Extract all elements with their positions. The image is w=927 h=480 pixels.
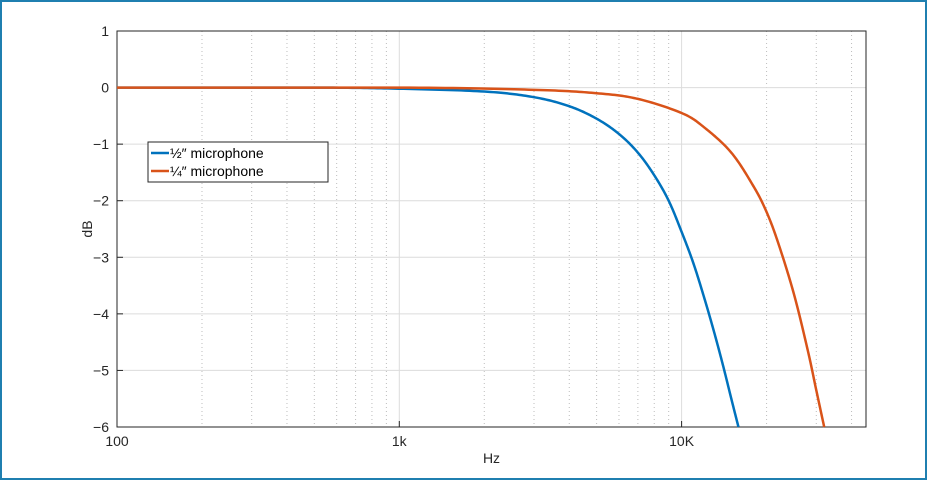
x-tick-label: 1k (392, 433, 408, 449)
series-line-0 (117, 86, 740, 428)
y-tick-label: −2 (93, 193, 109, 209)
plot-area (116, 30, 867, 428)
x-tick-label: 10K (669, 433, 695, 449)
y-axis-label: dB (79, 220, 95, 237)
legend-box (147, 141, 329, 183)
y-tick-label: −6 (93, 419, 109, 435)
y-tick-label: −3 (93, 249, 109, 265)
legend-label-quarter-inch: ¼″ microphone (170, 163, 264, 179)
series-group (117, 86, 826, 428)
y-axis: 1 0 −1 −2 −3 −4 −5 −6 (93, 23, 123, 435)
y-tick-label: −1 (93, 136, 109, 152)
x-axis: 100 1k 10K (105, 421, 695, 449)
legend-label-half-inch: ½″ microphone (170, 145, 264, 161)
y-tick-label: −5 (93, 362, 109, 378)
legend: ½″ microphone ¼″ microphone (147, 141, 329, 183)
x-axis-label: Hz (483, 450, 500, 466)
y-tick-label: 1 (101, 23, 109, 39)
series-line-1 (117, 86, 826, 428)
y-tick-label: −4 (93, 306, 109, 322)
y-tick-label: 0 (101, 80, 109, 96)
grid (117, 31, 866, 427)
x-tick-label: 100 (105, 433, 129, 449)
